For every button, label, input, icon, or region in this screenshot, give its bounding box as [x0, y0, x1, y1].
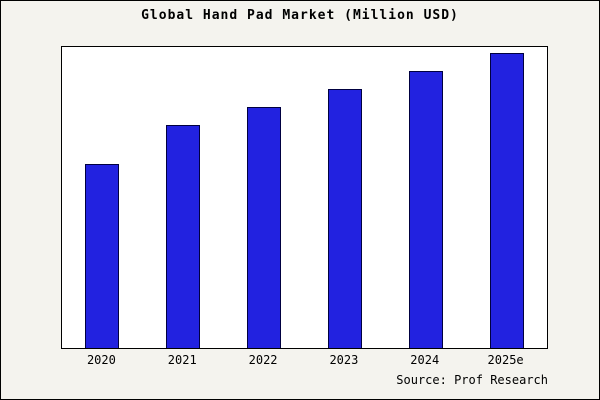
- x-tick-label-2024: 2024: [410, 353, 440, 367]
- x-tick-label-2020: 2020: [86, 353, 116, 367]
- bar-2025e: [489, 53, 524, 348]
- plot-area: [61, 46, 548, 349]
- source-label: Source: Prof Research: [396, 373, 548, 387]
- bar-2024: [408, 71, 443, 348]
- bar-2021: [166, 125, 201, 348]
- x-tick-label-2022: 2022: [248, 353, 278, 367]
- bar-2022: [247, 107, 282, 348]
- x-tick-label-2023: 2023: [329, 353, 359, 367]
- x-axis-labels: 2020 2021 2022 2023 2024 2025e: [61, 353, 548, 369]
- chart-title: Global Hand Pad Market (Million USD): [141, 8, 459, 23]
- x-tick-label-2021: 2021: [167, 353, 197, 367]
- bar-2023: [327, 89, 362, 348]
- bar-2020: [85, 164, 120, 348]
- x-tick-label-2025e: 2025e: [487, 353, 524, 367]
